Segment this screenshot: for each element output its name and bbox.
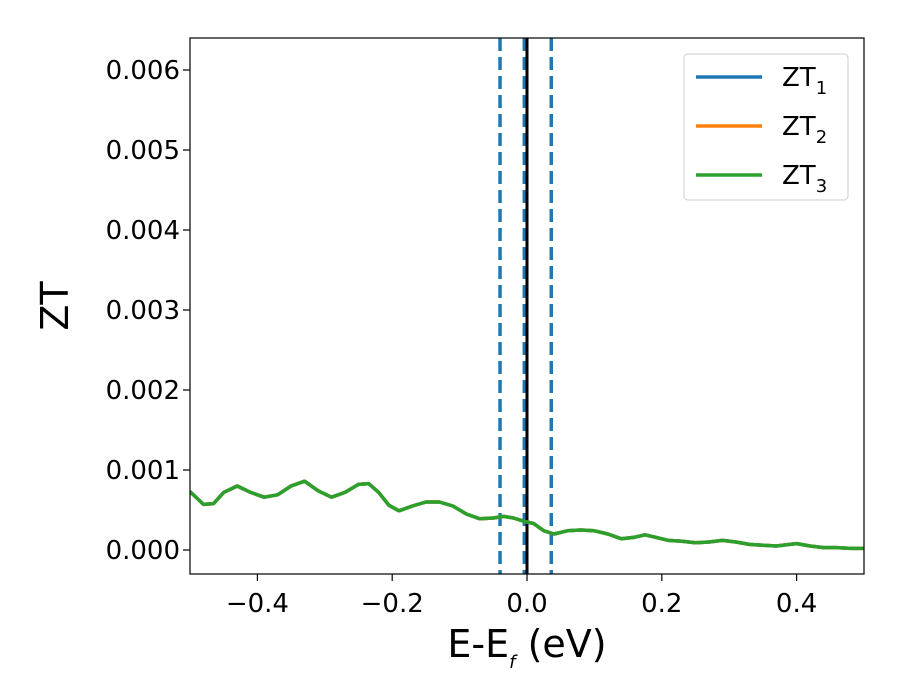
y-tick-label: 0.000 bbox=[106, 536, 180, 566]
y-tick-label: 0.003 bbox=[106, 296, 180, 326]
x-tick-label: −0.2 bbox=[361, 589, 424, 619]
x-axis-label: E-Ef (eV) bbox=[447, 622, 606, 673]
y-tick-label: 0.004 bbox=[106, 216, 180, 246]
x-axis: −0.4 −0.2 0.0 0.2 0.4 bbox=[226, 574, 817, 619]
legend-label-1: ZT1 bbox=[782, 63, 827, 99]
x-tick-label: 0.0 bbox=[506, 589, 547, 619]
y-axis-label: ZT bbox=[33, 281, 77, 331]
x-tick-label: −0.4 bbox=[226, 589, 289, 619]
legend-box bbox=[683, 53, 849, 201]
y-tick-label: 0.001 bbox=[106, 456, 180, 486]
legend: ZT1 ZT2 ZT3 bbox=[683, 53, 849, 201]
x-tick-label: 0.2 bbox=[641, 589, 682, 619]
reference-lines bbox=[498, 38, 554, 574]
legend-label-3: ZT3 bbox=[782, 161, 827, 197]
x-tick-label: 0.4 bbox=[776, 589, 817, 619]
y-tick-label: 0.005 bbox=[106, 136, 180, 166]
y-tick-label: 0.006 bbox=[106, 56, 180, 86]
series-layer bbox=[190, 479, 864, 551]
y-axis: 0.000 0.001 0.002 0.003 0.004 0.005 0.006 bbox=[106, 56, 190, 566]
legend-label-2: ZT2 bbox=[782, 112, 827, 148]
y-tick-label: 0.002 bbox=[106, 376, 180, 406]
series-line-3 bbox=[190, 479, 864, 551]
